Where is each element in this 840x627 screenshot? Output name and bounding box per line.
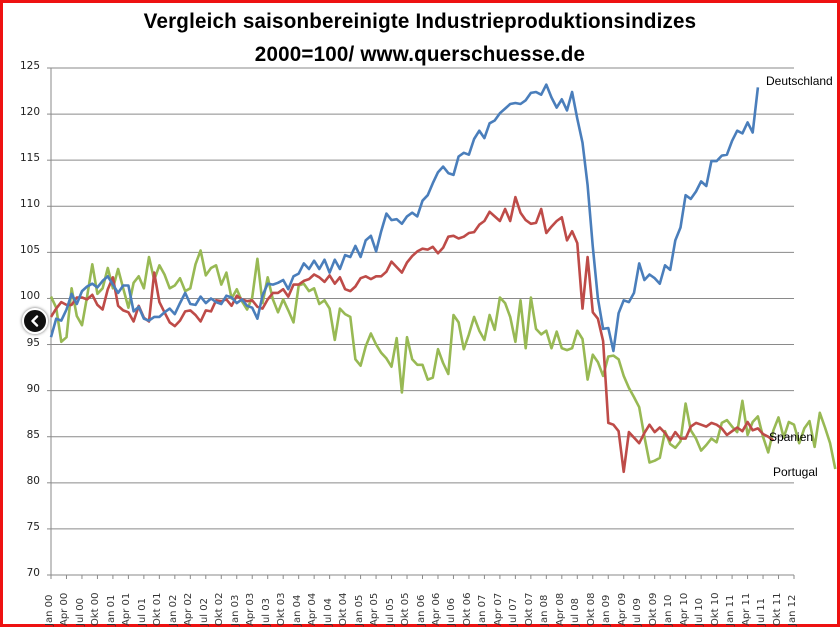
series-label-portugal: Portugal: [773, 465, 818, 479]
y-tick-label: 80: [26, 474, 40, 487]
previous-button[interactable]: [22, 308, 48, 334]
y-tick-label: 70: [26, 567, 40, 579]
y-tick-label: 95: [26, 336, 40, 349]
y-tick-label: 85: [26, 428, 40, 441]
y-tick-label: 90: [26, 382, 40, 395]
chart-title: Vergleich saisonbereinigte Industrieprod…: [143, 10, 697, 33]
series-line-deutschland: [49, 83, 760, 353]
y-tick-label: 75: [26, 520, 40, 533]
y-tick-label: 120: [19, 106, 40, 119]
series-line-spanien: [49, 195, 775, 474]
series-label-spanien: Spanien: [769, 430, 814, 444]
y-tick-label: 110: [19, 198, 40, 211]
y-tick-label: 115: [19, 152, 40, 165]
y-tick-label: 100: [19, 290, 40, 303]
series-line-portugal: [49, 249, 837, 470]
series-label-deutschland: Deutschland: [766, 74, 833, 88]
y-tick-label: 125: [19, 60, 40, 72]
y-tick-label: 105: [19, 244, 40, 257]
chevron-left-icon: [31, 315, 39, 327]
chart-subtitle: 2000=100/ www.querschuesse.de: [254, 43, 586, 66]
